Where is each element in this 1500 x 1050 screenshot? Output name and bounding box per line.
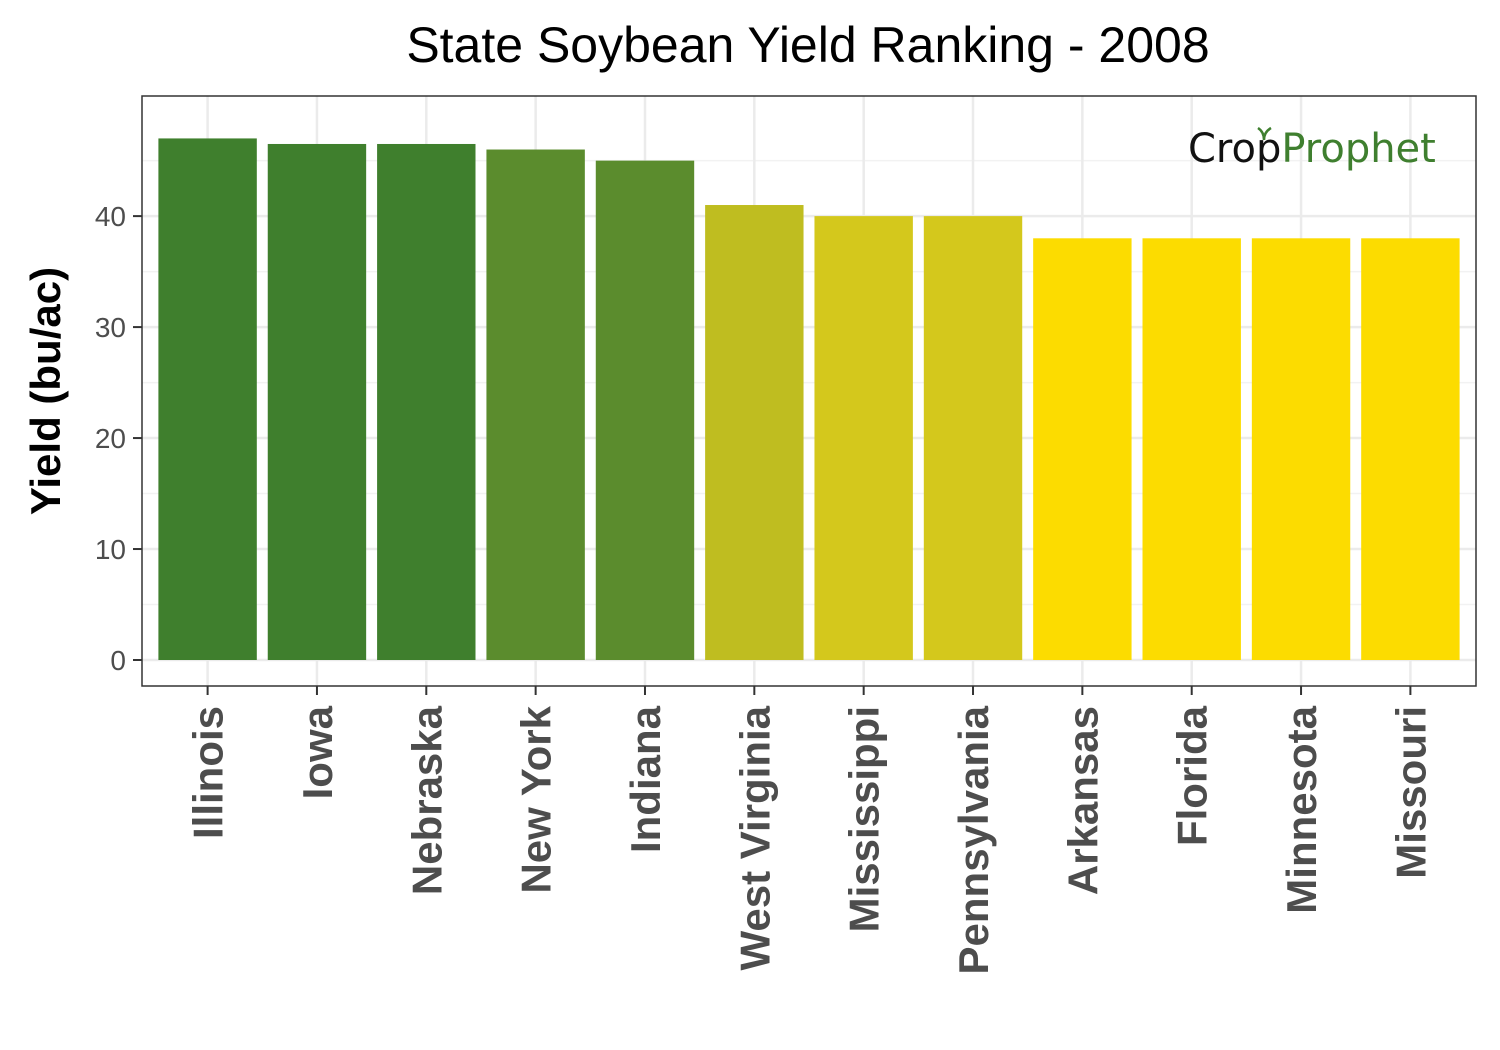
chart-title: State Soybean Yield Ranking - 2008 (406, 17, 1209, 73)
plot-border (141, 95, 1477, 687)
x-tick-label: West Virginia (731, 705, 778, 970)
x-tick-label: Pennsylvania (950, 705, 997, 974)
y-tick-label: 0 (110, 645, 126, 676)
bar-arkansas (1033, 238, 1132, 660)
x-tick-label: Missouri (1387, 706, 1434, 879)
y-axis-label: Yield (bu/ac) (22, 267, 69, 515)
y-axis: 0 10 20 30 40 (95, 201, 142, 676)
x-tick-label: Indiana (622, 705, 669, 853)
bars (158, 138, 1460, 660)
x-tick-label: Florida (1169, 705, 1216, 846)
x-tick-label: Illinois (185, 706, 232, 839)
y-tick-label: 20 (95, 423, 126, 454)
cropprophet-logo: CropProphet (1188, 126, 1436, 172)
x-axis: Illinois Iowa Nebraska New York Indiana West … (185, 686, 1434, 974)
bar-west-virginia (705, 205, 804, 660)
x-tick-label: New York (513, 705, 560, 893)
sprout-icon (1257, 126, 1272, 141)
bar-new-york (486, 149, 585, 660)
bar-missouri (1361, 238, 1460, 660)
x-tick-label: Minnesota (1278, 705, 1325, 913)
logo-word-crop: Crop (1188, 126, 1281, 172)
x-tick-label: Arkansas (1059, 706, 1106, 895)
bar-nebraska (377, 143, 476, 660)
bar-minnesota (1251, 238, 1351, 660)
bar-iowa (267, 143, 367, 660)
bar-mississippi (814, 216, 913, 660)
y-tick-label: 30 (95, 312, 126, 343)
x-tick-label: Nebraska (403, 705, 450, 895)
bar-illinois (158, 138, 257, 660)
bar-florida (1142, 238, 1241, 660)
bar-pennsylvania (923, 216, 1023, 660)
x-tick-label: Iowa (294, 705, 341, 799)
svg-text:CropProphet: CropProphet (1188, 126, 1436, 172)
y-tick-label: 10 (95, 534, 126, 565)
x-tick-label: Mississippi (841, 706, 888, 932)
logo-word-prophet: Prophet (1281, 126, 1436, 172)
y-tick-label: 40 (95, 201, 126, 232)
bar-indiana (595, 160, 695, 660)
